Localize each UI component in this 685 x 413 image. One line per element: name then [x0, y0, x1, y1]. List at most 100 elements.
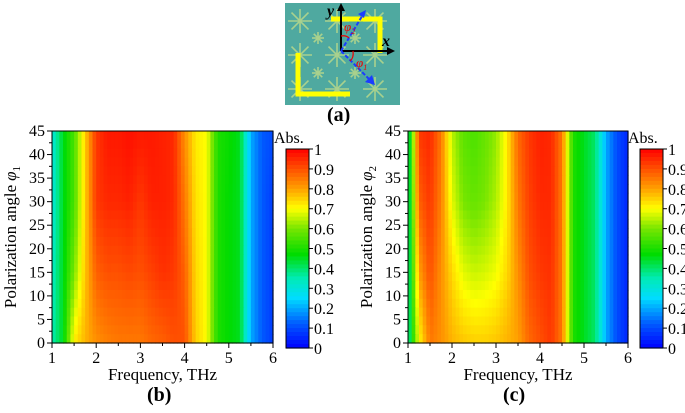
- heatmap-cell: [422, 237, 427, 247]
- heatmap-cell: [81, 316, 86, 326]
- colorbar-segment: [640, 188, 663, 194]
- heatmap-cell: [63, 298, 68, 309]
- heatmap-cell: [411, 325, 416, 335]
- heatmap-cell: [265, 184, 270, 194]
- heatmap-cell: [52, 228, 57, 238]
- heatmap-cell: [485, 131, 490, 141]
- heatmap-cell: [121, 184, 127, 194]
- heatmap-cell: [558, 316, 563, 326]
- y-axis-label: y: [325, 3, 335, 20]
- heatmap-cell: [59, 298, 64, 309]
- heatmap-cell: [129, 166, 134, 176]
- colorbar-segment: [640, 168, 663, 174]
- heatmap-cell: [184, 166, 189, 176]
- heatmap-cell: [613, 272, 618, 282]
- heatmap-cell: [88, 325, 94, 335]
- heatmap-cell: [470, 334, 475, 344]
- heatmap-cell: [85, 307, 90, 318]
- heatmap-cell: [617, 254, 622, 265]
- heatmap-cell: [459, 166, 464, 176]
- heatmap-cell: [81, 201, 86, 212]
- heatmap-cell: [617, 192, 622, 203]
- heatmap-cell: [554, 228, 559, 238]
- heatmap-cell: [466, 131, 471, 141]
- heatmap-cell: [532, 210, 537, 220]
- heatmap-cell: [247, 228, 252, 238]
- heatmap-cell: [518, 263, 523, 273]
- heatmap-cell: [96, 281, 101, 291]
- heatmap-cell: [206, 228, 211, 238]
- heatmap-cell: [408, 298, 413, 309]
- heatmap-cell: [617, 131, 622, 141]
- heatmap-cell: [85, 272, 90, 282]
- heatmap-cell: [214, 272, 219, 282]
- heatmap-cell: [598, 316, 603, 326]
- heatmap-cell: [514, 166, 519, 176]
- heatmap-cell: [437, 245, 442, 256]
- heatmap-cell: [125, 139, 130, 150]
- heatmap-cell: [199, 281, 204, 291]
- heatmap-cell: [521, 298, 526, 309]
- heatmap-cell: [74, 290, 79, 300]
- heatmap-cell: [55, 175, 60, 185]
- heatmap-cell: [452, 245, 457, 256]
- heatmap-cell: [243, 307, 248, 318]
- heatmap-cell: [85, 219, 90, 229]
- heatmap-cell: [459, 307, 464, 318]
- heatmap-cell: [602, 148, 607, 159]
- heatmap-cell: [430, 281, 435, 291]
- y-axis-title-symbol: φ: [357, 171, 376, 180]
- y-axis-title-subscript: 2: [367, 166, 379, 172]
- heatmap-cell: [162, 272, 167, 282]
- heatmap-cell: [441, 307, 446, 318]
- heatmap-cell: [503, 210, 508, 220]
- colorbar-segment: [640, 280, 663, 285]
- heatmap-cell: [565, 316, 570, 326]
- heatmap-cell: [136, 334, 141, 344]
- heatmap-cell: [584, 316, 589, 326]
- colorbar-segment: [286, 296, 309, 301]
- heatmap-cell: [92, 184, 97, 194]
- heatmap-cell: [110, 157, 116, 167]
- heatmap-cell: [59, 290, 64, 300]
- heatmap-cell: [166, 175, 171, 185]
- heatmap-cell: [217, 254, 223, 265]
- heatmap-cell: [411, 184, 416, 194]
- heatmap-cell: [147, 228, 153, 238]
- heatmap-cell: [459, 192, 464, 203]
- heatmap-cell: [422, 131, 427, 141]
- heatmap-cell: [510, 281, 515, 291]
- heatmap-cell: [81, 334, 86, 344]
- heatmap-cell: [474, 290, 479, 300]
- heatmap-cell: [265, 245, 270, 256]
- heatmap-cell: [250, 175, 256, 185]
- heatmap-cell: [269, 307, 274, 318]
- heatmap-cell: [525, 281, 530, 291]
- heatmap-cell: [554, 131, 559, 141]
- heatmap-cell: [121, 281, 127, 291]
- heatmap-cell: [74, 245, 79, 256]
- heatmap-cell: [485, 307, 490, 318]
- heatmap-cell: [466, 237, 471, 247]
- heatmap-cell: [617, 219, 622, 229]
- heatmap-cell: [518, 192, 523, 203]
- heatmap-cell: [184, 272, 189, 282]
- heatmap-cell: [536, 175, 541, 185]
- heatmap-cell: [107, 272, 112, 282]
- heatmap-cell: [118, 157, 123, 167]
- heatmap-cell: [474, 307, 479, 318]
- heatmap-cell: [92, 245, 97, 256]
- heatmap-cell: [499, 184, 504, 194]
- heatmap-cell: [466, 210, 471, 220]
- colorbar-segment: [640, 232, 663, 238]
- heatmap-cell: [99, 334, 105, 344]
- heatmap-cell: [452, 298, 457, 309]
- heatmap-cell: [59, 131, 64, 141]
- heatmap-cell: [470, 307, 475, 318]
- heatmap-cell: [247, 139, 252, 150]
- heatmap-cell: [481, 325, 486, 335]
- heatmap-cell: [598, 272, 603, 282]
- heatmap-cell: [481, 272, 486, 282]
- heatmap-cell: [444, 148, 449, 159]
